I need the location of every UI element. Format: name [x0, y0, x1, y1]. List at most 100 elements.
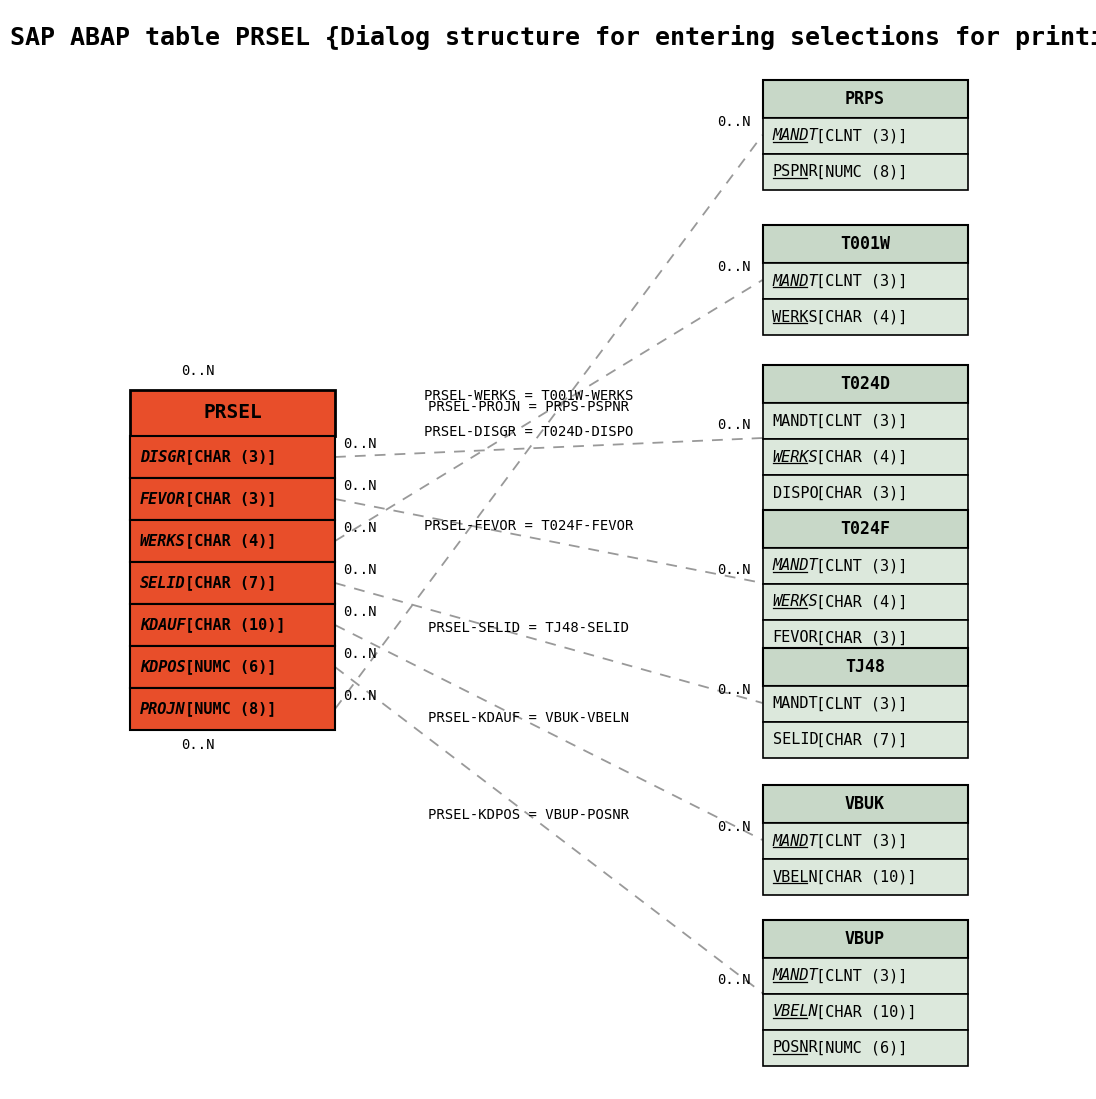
Text: 0..N: 0..N: [343, 689, 377, 703]
Text: [CHAR (7)]: [CHAR (7)]: [807, 733, 907, 747]
Bar: [763, 958, 968, 993]
Bar: [763, 648, 968, 686]
Text: [NUMC (6)]: [NUMC (6)]: [807, 1041, 907, 1055]
Text: 0..N: 0..N: [343, 606, 377, 619]
Bar: [763, 859, 968, 895]
Bar: [130, 688, 335, 730]
Text: MANDT: MANDT: [773, 413, 818, 429]
Text: 0..N: 0..N: [718, 418, 751, 432]
Text: MANDT: MANDT: [773, 697, 818, 711]
Text: PSPNR: PSPNR: [773, 165, 818, 179]
Bar: [763, 686, 968, 722]
Bar: [763, 263, 968, 299]
Text: PRSEL: PRSEL: [203, 403, 262, 422]
Text: [CHAR (7)]: [CHAR (7)]: [175, 576, 276, 590]
Text: 0..N: 0..N: [718, 115, 751, 129]
Text: 0..N: 0..N: [343, 479, 377, 493]
Bar: [763, 510, 968, 548]
Bar: [763, 80, 968, 118]
Text: T024F: T024F: [840, 520, 890, 539]
Text: VBUP: VBUP: [845, 930, 884, 948]
Text: [CHAR (4)]: [CHAR (4)]: [807, 595, 907, 610]
Text: [CHAR (10)]: [CHAR (10)]: [175, 618, 285, 633]
Text: 0..N: 0..N: [718, 973, 751, 987]
Text: SELID: SELID: [140, 576, 185, 590]
Text: WERKS: WERKS: [773, 310, 818, 324]
Text: MANDT: MANDT: [773, 558, 818, 574]
Text: [CLNT (3)]: [CLNT (3)]: [807, 274, 907, 289]
Text: [NUMC (8)]: [NUMC (8)]: [175, 701, 276, 717]
Bar: [130, 390, 335, 436]
Bar: [763, 584, 968, 620]
Text: FEVOR: FEVOR: [140, 491, 185, 507]
Text: KDAUF: KDAUF: [140, 618, 185, 633]
Text: VBELN: VBELN: [773, 1004, 818, 1020]
Text: 0..N: 0..N: [343, 647, 377, 660]
Bar: [763, 722, 968, 758]
Text: PRSEL-KDAUF = VBUK-VBELN: PRSEL-KDAUF = VBUK-VBELN: [429, 710, 629, 724]
Text: PROJN: PROJN: [140, 701, 185, 717]
Bar: [763, 548, 968, 584]
Bar: [763, 154, 968, 190]
Bar: [763, 439, 968, 475]
Text: KDPOS: KDPOS: [140, 659, 185, 675]
Bar: [763, 620, 968, 656]
Text: [CHAR (3)]: [CHAR (3)]: [175, 491, 276, 507]
Bar: [763, 365, 968, 403]
Text: [CLNT (3)]: [CLNT (3)]: [807, 968, 907, 984]
Text: [CHAR (4)]: [CHAR (4)]: [807, 310, 907, 324]
Text: POSNR: POSNR: [773, 1041, 818, 1055]
Bar: [763, 118, 968, 154]
Text: MANDT: MANDT: [773, 833, 818, 848]
Text: [CHAR (4)]: [CHAR (4)]: [807, 449, 907, 465]
Text: 0..N: 0..N: [718, 682, 751, 697]
Text: 0..N: 0..N: [343, 563, 377, 577]
Bar: [130, 604, 335, 646]
Text: MANDT: MANDT: [773, 274, 818, 289]
Bar: [763, 403, 968, 439]
Text: 0..N: 0..N: [718, 563, 751, 577]
Text: VBELN: VBELN: [773, 869, 818, 885]
Text: PRSEL-FEVOR = T024F-FEVOR: PRSEL-FEVOR = T024F-FEVOR: [424, 519, 633, 533]
Text: [CHAR (10)]: [CHAR (10)]: [807, 869, 916, 885]
Bar: [763, 993, 968, 1030]
Text: PRSEL-KDPOS = VBUP-POSNR: PRSEL-KDPOS = VBUP-POSNR: [429, 808, 629, 822]
Text: 0..N: 0..N: [181, 364, 214, 378]
Text: PRSEL-PROJN = PRPS-PSPNR: PRSEL-PROJN = PRPS-PSPNR: [429, 400, 629, 414]
Text: 0..N: 0..N: [718, 820, 751, 834]
Text: WERKS: WERKS: [773, 595, 818, 610]
Bar: [763, 920, 968, 958]
Text: 0..N: 0..N: [343, 521, 377, 535]
Bar: [763, 475, 968, 511]
Text: 0..N: 0..N: [718, 260, 751, 274]
Text: DISGR: DISGR: [140, 449, 185, 465]
Text: [CLNT (3)]: [CLNT (3)]: [807, 697, 907, 711]
Text: VBUK: VBUK: [845, 795, 884, 813]
Text: [NUMC (6)]: [NUMC (6)]: [175, 659, 276, 675]
Bar: [763, 785, 968, 823]
Bar: [763, 1030, 968, 1066]
Bar: [130, 520, 335, 562]
Text: SAP ABAP table PRSEL {Dialog structure for entering selections for printing}: SAP ABAP table PRSEL {Dialog structure f…: [10, 25, 1096, 51]
Text: 0..N: 0..N: [343, 437, 377, 451]
Text: [CHAR (3)]: [CHAR (3)]: [175, 449, 276, 465]
Text: 0..N: 0..N: [181, 739, 214, 752]
Text: T024D: T024D: [840, 375, 890, 393]
Bar: [130, 562, 335, 604]
Text: PRSEL-DISGR = T024D-DISPO: PRSEL-DISGR = T024D-DISPO: [424, 425, 633, 440]
Text: WERKS: WERKS: [140, 533, 185, 548]
Text: [CLNT (3)]: [CLNT (3)]: [807, 558, 907, 574]
Text: PRSEL-WERKS = T001W-WERKS: PRSEL-WERKS = T001W-WERKS: [424, 389, 633, 402]
Text: MANDT: MANDT: [773, 968, 818, 984]
Text: [CLNT (3)]: [CLNT (3)]: [807, 413, 907, 429]
Bar: [763, 299, 968, 335]
Bar: [130, 646, 335, 688]
Text: WERKS: WERKS: [773, 449, 818, 465]
Bar: [130, 478, 335, 520]
Text: [CHAR (10)]: [CHAR (10)]: [807, 1004, 916, 1020]
Text: [CHAR (3)]: [CHAR (3)]: [807, 631, 907, 645]
Text: DISPO: DISPO: [773, 486, 818, 500]
Text: SELID: SELID: [773, 733, 818, 747]
Bar: [763, 823, 968, 859]
Text: PRSEL-SELID = TJ48-SELID: PRSEL-SELID = TJ48-SELID: [429, 621, 629, 635]
